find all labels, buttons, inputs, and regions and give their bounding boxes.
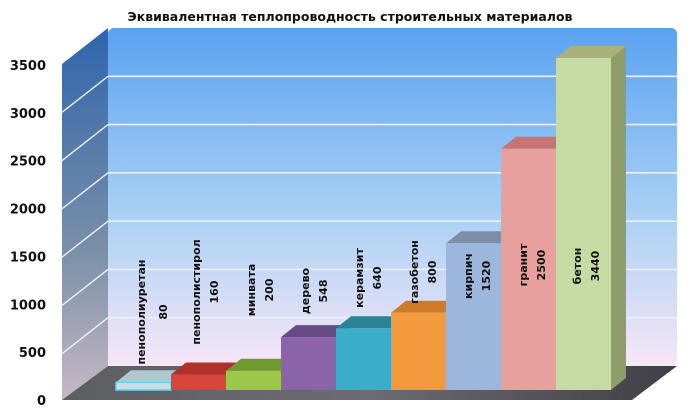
svg-text:800: 800: [426, 260, 439, 283]
svg-text:пенополистирол: пенополистирол: [190, 239, 203, 344]
svg-text:пенополиуретан: пенополиуретан: [135, 259, 148, 364]
gridline-left: [61, 220, 109, 258]
svg-text:газобетон: газобетон: [408, 240, 421, 304]
svg-text:кирпич: кирпич: [462, 253, 475, 299]
gridline-left: [61, 124, 109, 162]
chart-left-wall: [62, 28, 108, 400]
svg-text:дерево: дерево: [299, 267, 312, 314]
data-label-пенополистирол: пенополистирол 160: [190, 239, 221, 344]
data-label-кирпич: кирпич 1520: [462, 253, 493, 299]
data-label-пенополиуретан: пенополиуретан 80: [135, 259, 170, 364]
svg-text:бетон: бетон: [571, 248, 584, 285]
svg-text:200: 200: [263, 278, 276, 301]
data-label-газобетон: газобетон 800: [408, 240, 439, 304]
y-tick-label: 1000: [10, 298, 46, 313]
chart-title: Эквивалентная теплопроводность строитель…: [127, 9, 573, 24]
data-label-дерево: дерево 548: [299, 267, 330, 314]
y-tick-label: 2500: [10, 155, 46, 170]
svg-text:минвата: минвата: [245, 264, 258, 316]
svg-text:керамзит: керамзит: [353, 248, 366, 308]
bars: пенополиуретан 80 пенополистирол 160 минвата…: [115, 46, 626, 391]
y-tick-label: 2000: [10, 203, 46, 218]
svg-text:3440: 3440: [589, 250, 602, 281]
y-axis: 0 500 1000 1500 2000 2500 3000 3500: [10, 59, 46, 409]
y-tick-label: 3500: [10, 59, 46, 74]
svg-text:160: 160: [208, 280, 221, 303]
svg-text:80: 80: [157, 304, 170, 320]
svg-text:640: 640: [371, 266, 384, 289]
gridline-left: [61, 172, 109, 210]
svg-text:548: 548: [317, 280, 330, 303]
data-label-гранит: гранит 2500: [517, 243, 548, 286]
y-tick-label: 3000: [10, 107, 46, 122]
svg-text:гранит: гранит: [517, 243, 530, 286]
data-label-бетон: бетон 3440: [571, 248, 602, 285]
svg-text:1520: 1520: [480, 260, 493, 291]
bar-бетон: [556, 46, 626, 390]
svg-text:2500: 2500: [535, 249, 548, 280]
y-tick-label: 500: [19, 346, 46, 361]
gridline-left: [61, 268, 109, 306]
y-tick-label: 1500: [10, 250, 46, 265]
data-label-минвата: минвата 200: [245, 264, 276, 316]
gridline-left: [61, 75, 109, 113]
data-label-керамзит: керамзит 640: [353, 248, 384, 308]
gridline-left: [61, 317, 109, 355]
y-tick-label: 0: [37, 394, 46, 409]
